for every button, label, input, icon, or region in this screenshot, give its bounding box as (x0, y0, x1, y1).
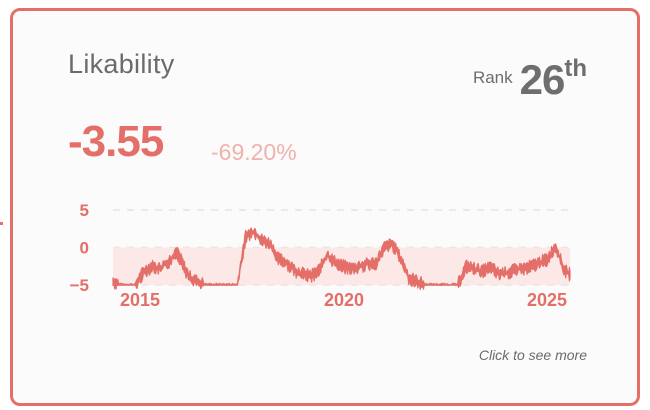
svg-text:5: 5 (80, 201, 89, 220)
rank-display: Rank 26 th (472, 55, 587, 103)
card-title: Likability (68, 49, 175, 79)
see-more-link[interactable]: Click to see more (478, 347, 587, 363)
likability-chart: 5 0 −5 2015 2020 2025 (70, 201, 571, 310)
likability-series (112, 227, 571, 291)
rank-suffix: th (564, 55, 587, 82)
svg-text:2020: 2020 (324, 290, 364, 310)
y-axis-labels: 5 0 −5 (70, 201, 89, 295)
rank-label: Rank (472, 68, 513, 87)
svg-text:−5: −5 (70, 276, 89, 295)
rank-value: 26 (519, 56, 566, 103)
svg-text:0: 0 (80, 239, 89, 258)
x-axis-labels: 2015 2020 2025 (120, 290, 567, 310)
percent-change: -69.20% (211, 139, 297, 165)
edge-marker (0, 222, 3, 225)
svg-text:2025: 2025 (527, 290, 567, 310)
svg-text:2015: 2015 (120, 290, 160, 310)
current-value: -3.55 (68, 117, 164, 166)
likability-card[interactable]: Likability Rank 26 th -3.55 -69.20% 5 0 −5… (10, 8, 640, 406)
